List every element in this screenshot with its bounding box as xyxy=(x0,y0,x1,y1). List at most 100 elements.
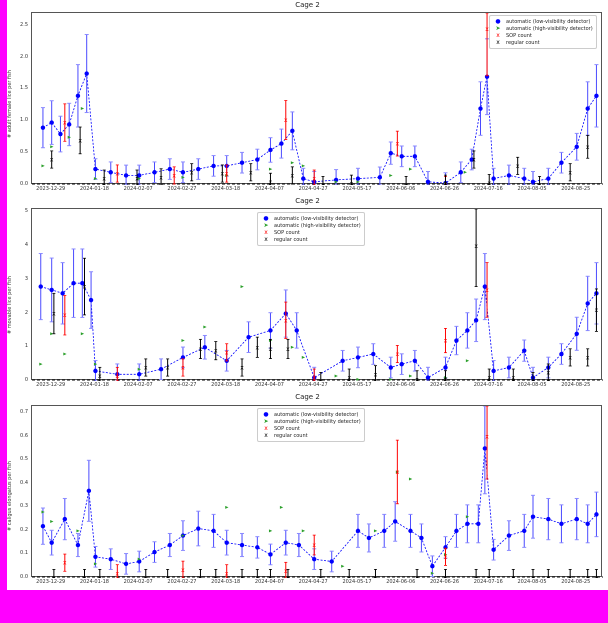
x-tick-label: 2024-02-27 xyxy=(167,579,197,585)
chart-title: Cage 2 xyxy=(295,197,320,205)
legend-label: automatic (high-visibility detector) xyxy=(274,418,361,425)
svg-text:x: x xyxy=(83,575,87,578)
svg-text:x: x xyxy=(586,575,590,578)
svg-text:x: x xyxy=(98,373,102,380)
svg-text:x: x xyxy=(159,174,163,181)
svg-text:x: x xyxy=(256,575,260,578)
svg-text:x: x xyxy=(225,570,229,577)
legend-entry: x SOP count xyxy=(261,229,361,236)
y-tick-label: 1 xyxy=(24,343,28,350)
x-tick-label: 2024-04-27 xyxy=(298,382,328,388)
svg-text:x: x xyxy=(63,560,67,567)
svg-text:x: x xyxy=(404,182,408,185)
svg-text:x: x xyxy=(98,575,102,578)
y-tick-label: 2 xyxy=(24,309,28,316)
svg-text:x: x xyxy=(166,575,170,578)
svg-text:x: x xyxy=(487,180,491,185)
svg-text:x: x xyxy=(595,575,599,578)
x-tick-label: 2024-05-17 xyxy=(342,186,372,192)
svg-text:x: x xyxy=(350,181,354,185)
legend-label: regular count xyxy=(274,432,308,439)
svg-text:x: x xyxy=(415,575,419,578)
svg-text:x: x xyxy=(547,370,551,377)
svg-text:x: x xyxy=(52,311,56,318)
legend-entry: x regular count xyxy=(261,236,361,243)
svg-text:x: x xyxy=(116,171,120,178)
x-tick-label: 2024-02-07 xyxy=(123,579,153,585)
svg-text:x: x xyxy=(444,181,448,185)
y-tick-label: 0.2 xyxy=(20,526,28,533)
x-tick-label: 2024-05-17 xyxy=(342,382,372,388)
svg-text:x: x xyxy=(225,349,229,356)
legend-label: regular count xyxy=(274,236,308,243)
series-sop-count: x x x x x x x x x xyxy=(63,13,489,185)
legend-label: automatic (high-visibility detector) xyxy=(506,25,593,32)
series-automatic-high-visibility-detector- xyxy=(39,285,470,381)
svg-text:x: x xyxy=(512,375,516,381)
svg-text:x: x xyxy=(269,346,273,353)
svg-text:x: x xyxy=(321,182,325,185)
svg-text:x: x xyxy=(284,117,288,124)
svg-text:x: x xyxy=(516,163,520,170)
svg-text:x: x xyxy=(396,351,400,358)
y-tick-label: 1.5 xyxy=(20,85,28,92)
legend-entry: ➤ automatic (high-visibility detector) xyxy=(261,222,360,229)
y-tick-label: 0.4 xyxy=(20,479,28,486)
svg-text:x: x xyxy=(374,371,378,378)
svg-text:x: x xyxy=(319,378,323,381)
svg-text:x: x xyxy=(485,287,489,294)
x-tick-label: 2023-12-29 xyxy=(36,579,66,585)
svg-text:x: x xyxy=(286,346,290,353)
svg-text:x: x xyxy=(586,354,590,361)
y-tick-label: 2.0 xyxy=(20,53,28,60)
y-tick-label: 2.5 xyxy=(20,21,28,28)
svg-text:x: x xyxy=(225,171,229,178)
x-tick-label: 2024-06-26 xyxy=(429,382,459,388)
svg-text:x: x xyxy=(199,346,203,353)
legend-label: automatic (low-visibility detector) xyxy=(506,18,591,25)
series-automatic-high-visibility-detector- xyxy=(41,470,470,575)
x-tick-label: 2024-03-18 xyxy=(211,382,241,388)
series-sop-count: x x x x x x x x x xyxy=(63,262,489,381)
y-tick-label: 0.5 xyxy=(20,456,28,463)
svg-text:x: x xyxy=(240,575,244,578)
svg-text:x: x xyxy=(472,157,476,164)
svg-text:x: x xyxy=(144,365,148,372)
chart-legend: ● automatic (low-visibility detector) ➤ aut… xyxy=(489,15,597,49)
svg-text:x: x xyxy=(531,378,535,381)
svg-text:x: x xyxy=(240,365,244,372)
x-tick-label: 2024-06-26 xyxy=(429,579,459,585)
x-tick-label: 2024-06-06 xyxy=(386,579,416,585)
y-tick-label: 0 xyxy=(24,377,28,383)
series-sop-count: x x x x x x x x x xyxy=(63,406,489,578)
legend-label: SOP count xyxy=(506,32,532,39)
legend-entry: x regular count xyxy=(261,432,361,439)
x-tick-label: 2024-02-27 xyxy=(167,186,197,192)
x-tick-label: 2024-06-06 xyxy=(386,186,416,192)
legend-label: automatic (low-visibility detector) xyxy=(274,215,359,222)
y-axis-label: # movable lice per fish xyxy=(7,276,13,334)
legend-entry: x regular count xyxy=(493,39,593,46)
svg-text:x: x xyxy=(249,169,253,176)
legend-marker-icon: x xyxy=(264,229,268,236)
legend-entry: x SOP count xyxy=(493,32,593,39)
svg-text:x: x xyxy=(269,575,273,578)
svg-text:x: x xyxy=(256,344,260,351)
chart-legend: ● automatic (low-visibility detector) ➤ aut… xyxy=(257,212,365,246)
svg-text:x: x xyxy=(172,172,176,179)
svg-text:x: x xyxy=(144,575,148,578)
y-tick-label: 5 xyxy=(24,208,28,215)
legend-entry: ● automatic (low-visibility detector) xyxy=(493,18,593,25)
plot-svg: x x x x x x x x x x x x x x x x x x x x x x x x x x x x x x x x x xyxy=(32,406,603,578)
chart-panel-movable-lice: Cage 2 xxxxxxxxxxxxxxxxxxxxxxxxxxxxxxxxx… xyxy=(7,196,608,392)
svg-text:x: x xyxy=(63,312,67,319)
svg-text:x: x xyxy=(284,568,288,575)
legend-entry: x SOP count xyxy=(261,425,361,432)
svg-text:x: x xyxy=(568,169,572,176)
x-tick-label: 2024-04-07 xyxy=(254,186,284,192)
x-tick-label: 2024-02-27 xyxy=(167,382,197,388)
svg-text:x: x xyxy=(181,567,185,574)
